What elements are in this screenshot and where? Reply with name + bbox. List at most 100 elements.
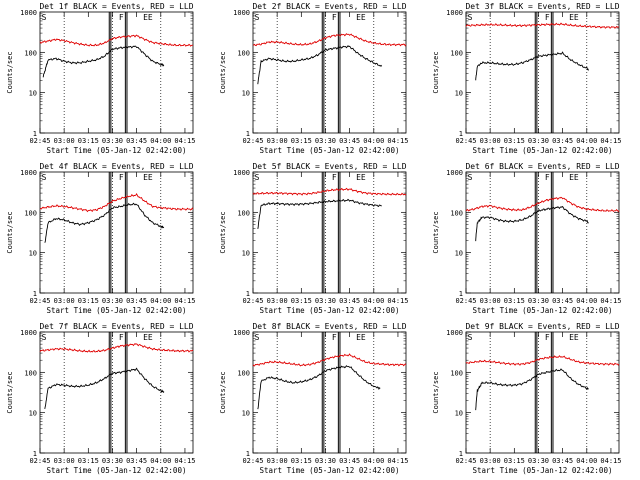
chart-svg: Det 6f BLACK = Events, RED = LLD 1 10 100 10… xyxy=(432,162,621,315)
marker-letter: E xyxy=(143,173,148,182)
y-axis-label: Counts/sec xyxy=(432,51,440,93)
chart-svg: Det 4f BLACK = Events, RED = LLD 1 10 100 10… xyxy=(6,162,195,315)
lld-series-line xyxy=(252,187,407,196)
x-tick-label: 03:45 xyxy=(339,457,360,465)
plot-frame xyxy=(465,11,620,134)
lld-series-line xyxy=(252,33,407,47)
chart-panel: Det 9f BLACK = Events, RED = LLD 1 10 100 10… xyxy=(426,320,639,480)
events-series-line xyxy=(44,202,165,243)
events-series-line xyxy=(475,205,589,242)
x-tick-label: 03:45 xyxy=(552,457,573,465)
x-tick-label: 03:45 xyxy=(126,297,147,305)
chart-svg: Det 3f BLACK = Events, RED = LLD 1 10 100 10… xyxy=(432,2,621,155)
y-tick-label: 100 xyxy=(237,209,250,217)
y-axis-label: Counts/sec xyxy=(219,371,227,413)
lld-series-line xyxy=(39,34,193,47)
y-axis-label: Counts/sec xyxy=(219,211,227,253)
x-tick-label: 04:15 xyxy=(387,457,408,465)
x-tick-label: 03:45 xyxy=(339,137,360,145)
marker-letter: S xyxy=(255,173,260,182)
x-tick-label: 03:00 xyxy=(267,457,288,465)
plot-frame xyxy=(252,171,407,294)
x-tick-label: 03:00 xyxy=(54,457,75,465)
x-tick-label: 03:30 xyxy=(315,137,336,145)
x-tick-label: 04:15 xyxy=(387,137,408,145)
y-tick-label: 1000 xyxy=(20,169,37,177)
x-tick-label: 03:15 xyxy=(291,137,312,145)
x-tick-label: 03:00 xyxy=(480,457,501,465)
x-tick-label: 04:00 xyxy=(150,297,171,305)
x-tick-label: 03:30 xyxy=(528,137,549,145)
marker-letter: F xyxy=(119,333,124,342)
marker-letter: S xyxy=(255,333,260,342)
y-tick-label: 10 xyxy=(242,250,250,258)
x-tick-label: 03:45 xyxy=(126,137,147,145)
x-tick-label: 03:45 xyxy=(339,297,360,305)
y-axis-label: Counts/sec xyxy=(432,211,440,253)
x-axis-label: Start Time (05-Jan-12 02:42:00) xyxy=(47,466,187,475)
marker-letter: E xyxy=(574,333,579,342)
y-tick-label: 100 xyxy=(450,209,463,217)
chart-title: Det 6f BLACK = Events, RED = LLD xyxy=(465,162,619,171)
chart-svg: Det 2f BLACK = Events, RED = LLD 1 10 100 10… xyxy=(219,2,408,155)
marker-letter: F xyxy=(545,13,550,22)
x-tick-label: 02:45 xyxy=(455,457,476,465)
x-axis-label: Start Time (05-Jan-12 02:42:00) xyxy=(260,146,400,155)
x-tick-label: 03:15 xyxy=(504,297,525,305)
plot-frame xyxy=(252,331,407,454)
y-axis-label: Counts/sec xyxy=(6,371,14,413)
chart-svg: Det 7f BLACK = Events, RED = LLD 1 10 100 10… xyxy=(6,322,195,475)
marker-letter: E xyxy=(148,333,153,342)
marker-letter: F xyxy=(119,173,124,182)
events-series-line xyxy=(475,368,589,411)
chart-title: Det 2f BLACK = Events, RED = LLD xyxy=(252,2,406,11)
x-tick-label: 03:15 xyxy=(291,297,312,305)
x-tick-label: 04:00 xyxy=(576,297,597,305)
x-tick-label: 02:45 xyxy=(455,137,476,145)
y-tick-label: 100 xyxy=(450,369,463,377)
chart-svg: Det 1f BLACK = Events, RED = LLD 1 10 100 10… xyxy=(6,2,195,155)
chart-svg: Det 8f BLACK = Events, RED = LLD 1 10 100 10… xyxy=(219,322,408,475)
x-tick-label: 03:45 xyxy=(552,137,573,145)
y-tick-label: 1 xyxy=(33,290,37,298)
y-tick-label: 10 xyxy=(242,410,250,418)
y-tick-label: 1 xyxy=(459,290,463,298)
x-tick-label: 04:15 xyxy=(600,137,621,145)
x-axis-label: Start Time (05-Jan-12 02:42:00) xyxy=(260,466,400,475)
x-tick-label: 03:45 xyxy=(126,457,147,465)
y-tick-label: 1000 xyxy=(446,169,463,177)
x-tick-label: 04:00 xyxy=(363,457,384,465)
x-tick-label: 02:45 xyxy=(455,297,476,305)
plot-frame xyxy=(465,171,620,294)
marker-letter: E xyxy=(148,173,153,182)
marker-letter: E xyxy=(361,173,366,182)
y-tick-label: 1 xyxy=(246,130,250,138)
chart-title: Det 3f BLACK = Events, RED = LLD xyxy=(465,2,619,11)
marker-letter: E xyxy=(574,13,579,22)
y-tick-label: 100 xyxy=(237,49,250,57)
x-tick-label: 03:00 xyxy=(480,137,501,145)
x-tick-label: 02:45 xyxy=(242,297,263,305)
marker-letter: E xyxy=(574,173,579,182)
x-tick-label: 04:00 xyxy=(150,457,171,465)
x-tick-label: 02:45 xyxy=(242,137,263,145)
x-tick-label: 04:15 xyxy=(174,137,195,145)
y-tick-label: 1000 xyxy=(233,169,250,177)
marker-letter: E xyxy=(356,173,361,182)
chart-title: Det 7f BLACK = Events, RED = LLD xyxy=(39,322,193,331)
y-tick-label: 1 xyxy=(246,290,250,298)
y-tick-label: 100 xyxy=(24,49,37,57)
x-tick-label: 03:15 xyxy=(78,457,99,465)
x-tick-label: 03:30 xyxy=(102,297,123,305)
y-tick-label: 100 xyxy=(24,209,37,217)
lld-series-line xyxy=(252,353,407,367)
x-tick-label: 03:00 xyxy=(267,137,288,145)
x-axis-label: Start Time (05-Jan-12 02:42:00) xyxy=(47,306,187,315)
y-tick-label: 10 xyxy=(455,410,463,418)
lld-series-line xyxy=(465,196,620,213)
y-tick-label: 1000 xyxy=(446,9,463,17)
marker-letter: E xyxy=(361,13,366,22)
y-tick-label: 10 xyxy=(29,250,37,258)
x-tick-label: 03:15 xyxy=(504,137,525,145)
marker-letter: E xyxy=(143,13,148,22)
